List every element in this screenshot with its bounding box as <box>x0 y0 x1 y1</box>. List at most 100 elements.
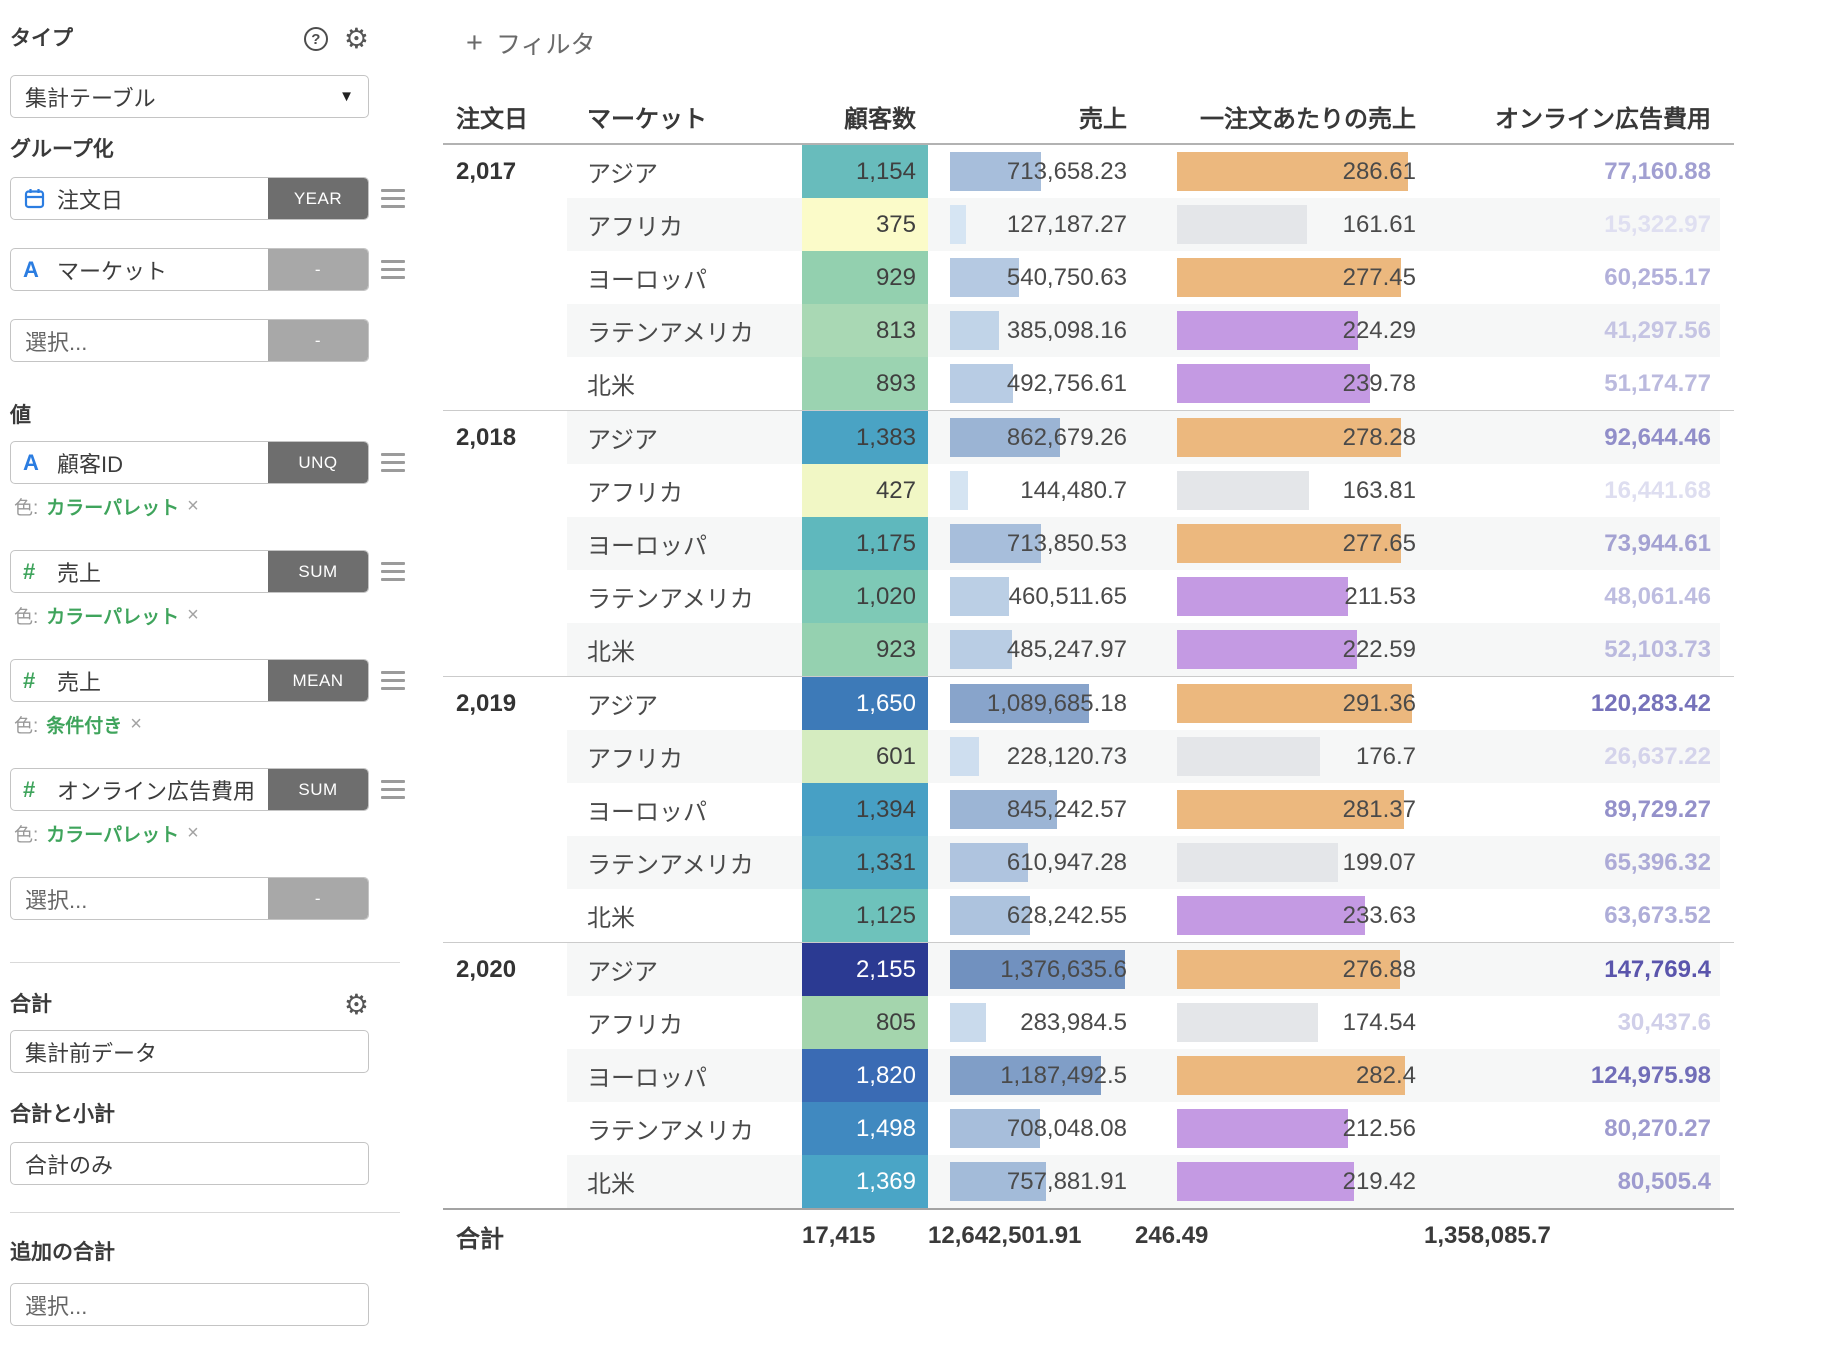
total-customers: 17,415 <box>802 1222 876 1249</box>
cell-customers: 1,125 <box>802 889 928 942</box>
field-menu-icon[interactable] <box>381 189 405 208</box>
table-row[interactable]: ラテンアメリカ 813 385,098.16 224.29 41,297.56 <box>443 304 1734 357</box>
additional-totals-label: 追加の合計 <box>10 1241 115 1264</box>
aggregation-badge[interactable]: - <box>268 249 368 290</box>
group-field-1-field[interactable]: A マーケット - <box>10 248 369 291</box>
sales-data-bar <box>950 1003 986 1042</box>
cell-customers: 427 <box>802 464 928 517</box>
table-row[interactable]: アフリカ 375 127,187.27 161.61 15,322.97 <box>443 198 1734 251</box>
number-column-icon: # <box>23 558 36 584</box>
chart-type-select[interactable]: 集計テーブル ▼ <box>10 75 369 118</box>
total-sales: 12,642,501.91 <box>928 1222 1082 1249</box>
table-header-row: 注文日 マーケット 顧客数 売上 一注文あたりの売上 オンライン広告費用 <box>443 62 1734 145</box>
color-setting-link[interactable]: 条件付き <box>46 716 123 737</box>
aggregation-badge[interactable]: UNQ <box>268 442 368 483</box>
table-row[interactable]: 2,019 アジア 1,650 1,089,685.18 291.36 120,283.4… <box>443 677 1734 730</box>
cell-order-year <box>443 1155 567 1208</box>
table-row[interactable]: 北米 893 492,756.61 239.78 51,174.77 <box>443 357 1734 410</box>
cell-sales: 1,187,492.5 <box>928 1049 1135 1102</box>
aggregation-badge[interactable]: - <box>268 320 368 361</box>
field-menu-icon[interactable] <box>381 671 405 690</box>
sales-data-bar <box>950 790 1057 829</box>
table-row[interactable]: ラテンアメリカ 1,020 460,511.65 211.53 48,061.46 <box>443 570 1734 623</box>
cell-sales-per-order: 277.45 <box>1135 251 1424 304</box>
totals-gear-icon[interactable]: ⚙ <box>343 989 369 1020</box>
totals-mode-select[interactable]: 集計前データ <box>10 1030 369 1073</box>
cell-customers: 601 <box>802 730 928 783</box>
value-field-2-field[interactable]: # 売上 MEAN <box>10 659 369 702</box>
table-row[interactable]: ヨーロッパ 929 540,750.63 277.45 60,255.17 <box>443 251 1734 304</box>
close-icon[interactable]: × <box>187 822 199 844</box>
table-row[interactable]: ヨーロッパ 1,820 1,187,492.5 282.4 124,975.98 <box>443 1049 1734 1102</box>
color-setting-link[interactable]: カラーパレット <box>46 607 180 628</box>
cell-sales: 492,756.61 <box>928 357 1135 410</box>
close-icon[interactable]: × <box>187 604 199 626</box>
table-row[interactable]: 2,018 アジア 1,383 862,679.26 278.28 92,644.46 <box>443 411 1734 464</box>
value-field-3-field[interactable]: # オンライン広告費用 SUM <box>10 768 369 811</box>
header-customers[interactable]: 顧客数 <box>844 106 916 133</box>
conditional-data-bar <box>1177 152 1408 191</box>
field-menu-icon[interactable] <box>381 562 405 581</box>
subtotal-select[interactable]: 合計のみ <box>10 1142 369 1185</box>
group-field-0-field[interactable]: 注文日 YEAR <box>10 177 369 220</box>
conditional-data-bar <box>1177 1109 1348 1148</box>
value-field-1-field[interactable]: # 売上 SUM <box>10 550 369 593</box>
additional-totals-select[interactable]: 選択... <box>10 1283 369 1326</box>
conditional-data-bar <box>1177 1162 1354 1201</box>
chevron-down-icon: ▼ <box>339 88 354 105</box>
header-market[interactable]: マーケット <box>587 106 707 133</box>
table-row[interactable]: ヨーロッパ 1,175 713,850.53 277.65 73,944.61 <box>443 517 1734 570</box>
cell-order-year <box>443 198 567 251</box>
header-online-ad-cost[interactable]: オンライン広告費用 <box>1495 106 1711 133</box>
table-row[interactable]: アフリカ 427 144,480.7 163.81 16,441.68 <box>443 464 1734 517</box>
cell-sales: 144,480.7 <box>928 464 1135 517</box>
table-row[interactable]: アフリカ 601 228,120.73 176.7 26,637.22 <box>443 730 1734 783</box>
conditional-data-bar <box>1177 471 1309 510</box>
close-icon[interactable]: × <box>187 495 199 517</box>
aggregation-badge[interactable]: SUM <box>268 769 368 810</box>
sidebar-divider <box>10 962 400 963</box>
table-row[interactable]: ラテンアメリカ 1,498 708,048.08 212.56 80,270.27 <box>443 1102 1734 1155</box>
group-field-2-placeholder[interactable]: 選択... - <box>10 319 369 362</box>
close-icon[interactable]: × <box>130 713 142 735</box>
table-row[interactable]: ラテンアメリカ 1,331 610,947.28 199.07 65,396.32 <box>443 836 1734 889</box>
cell-online-ad-cost: 15,322.97 <box>1424 198 1720 251</box>
table-row[interactable]: 北米 1,369 757,881.91 219.42 80,505.4 <box>443 1155 1734 1208</box>
value-field-0-field[interactable]: A 顧客ID UNQ <box>10 441 369 484</box>
type-section-label: タイプ <box>10 27 73 50</box>
table-row[interactable]: アフリカ 805 283,984.5 174.54 30,437.6 <box>443 996 1734 1049</box>
header-sales-per-order[interactable]: 一注文あたりの売上 <box>1200 106 1416 133</box>
cell-order-year <box>443 251 567 304</box>
settings-gear-icon[interactable]: ⚙ <box>343 23 369 54</box>
cell-market: ヨーロッパ <box>567 251 802 304</box>
cell-market: 北米 <box>567 1155 802 1208</box>
field-menu-icon[interactable] <box>381 453 405 472</box>
aggregation-badge[interactable]: MEAN <box>268 660 368 701</box>
cell-online-ad-cost: 89,729.27 <box>1424 783 1720 836</box>
table-row[interactable]: 北米 1,125 628,242.55 233.63 63,673.52 <box>443 889 1734 942</box>
aggregation-badge[interactable]: YEAR <box>268 178 368 219</box>
color-setting-link[interactable]: カラーパレット <box>46 498 180 519</box>
cell-sales: 540,750.63 <box>928 251 1135 304</box>
table-row[interactable]: 北米 923 485,247.97 222.59 52,103.73 <box>443 623 1734 676</box>
field-menu-icon[interactable] <box>381 780 405 799</box>
color-setting-link[interactable]: カラーパレット <box>46 825 180 846</box>
group-fields-list: 注文日 YEAR A マーケット - 選択... - <box>10 177 410 362</box>
filter-button-label[interactable]: フィルタ <box>495 31 596 59</box>
table-row[interactable]: ヨーロッパ 1,394 845,242.57 281.37 89,729.27 <box>443 783 1734 836</box>
header-sales[interactable]: 売上 <box>1079 106 1127 133</box>
sales-data-bar <box>950 577 1009 616</box>
color-prefix-label: 色: <box>14 498 39 519</box>
cell-market: ラテンアメリカ <box>567 836 802 889</box>
table-row[interactable]: 2,020 アジア 2,155 1,376,635.6 276.88 147,769.4 <box>443 943 1734 996</box>
cell-order-year <box>443 996 567 1049</box>
total-sales-per-order: 246.49 <box>1135 1222 1209 1249</box>
field-menu-icon[interactable] <box>381 260 405 279</box>
table-row[interactable]: 2,017 アジア 1,154 713,658.23 286.61 77,160.88 <box>443 145 1734 198</box>
help-icon[interactable]: ? <box>303 27 328 51</box>
add-filter-button[interactable]: + <box>466 27 483 59</box>
value-field-4-placeholder[interactable]: 選択... - <box>10 877 369 920</box>
aggregation-badge[interactable]: SUM <box>268 551 368 592</box>
aggregation-badge[interactable]: - <box>268 878 368 919</box>
header-order-date[interactable]: 注文日 <box>456 106 528 133</box>
